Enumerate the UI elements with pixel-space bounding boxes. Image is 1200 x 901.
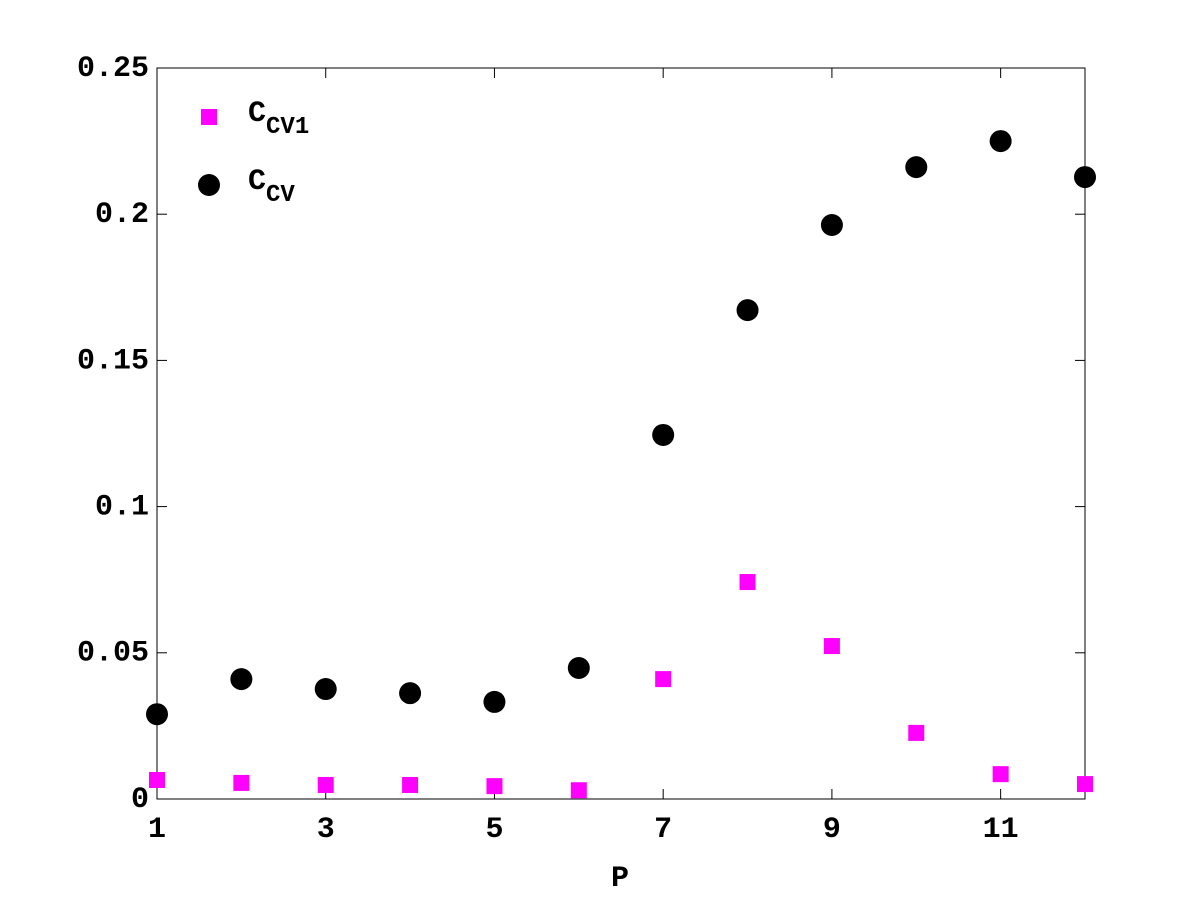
legend-label: CCV1: [248, 97, 309, 141]
point: [1077, 776, 1093, 793]
legend-label: CCV: [248, 165, 295, 209]
point: [736, 299, 759, 322]
point: [230, 668, 253, 691]
legend-marker: [198, 174, 220, 196]
point: [992, 766, 1009, 783]
y-tick-label: 0.2: [95, 198, 149, 232]
point: [146, 703, 168, 726]
y-tick-label: 0.15: [77, 344, 149, 378]
y-tick-label: 0: [131, 783, 149, 817]
x-tick-label: 7: [654, 813, 672, 847]
point: [149, 771, 165, 788]
point: [233, 774, 250, 791]
x-tick-label: 1: [148, 813, 166, 847]
point: [655, 671, 672, 688]
point: [908, 724, 925, 741]
legend-marker: [201, 109, 217, 125]
point: [905, 156, 928, 179]
y-tick-label: 0.25: [77, 52, 149, 86]
x-tick-label: 5: [485, 813, 503, 847]
x-tick-label: 9: [823, 813, 841, 847]
point: [567, 657, 590, 680]
x-axis-label: P: [611, 862, 629, 896]
point: [486, 778, 503, 795]
point: [823, 638, 840, 655]
point: [739, 574, 756, 591]
point: [652, 423, 675, 446]
y-tick-label: 0.05: [77, 637, 149, 671]
plot-frame: [156, 67, 1086, 800]
y-tick-label: 0.1: [95, 491, 149, 525]
point: [989, 130, 1012, 153]
point: [570, 782, 587, 799]
point: [317, 776, 334, 793]
point: [820, 214, 843, 237]
point: [314, 678, 337, 701]
point: [483, 690, 506, 713]
point: [1074, 166, 1096, 189]
point: [402, 776, 419, 793]
point: [399, 682, 422, 705]
x-tick-label: 11: [983, 813, 1019, 847]
x-tick-label: 3: [317, 813, 335, 847]
